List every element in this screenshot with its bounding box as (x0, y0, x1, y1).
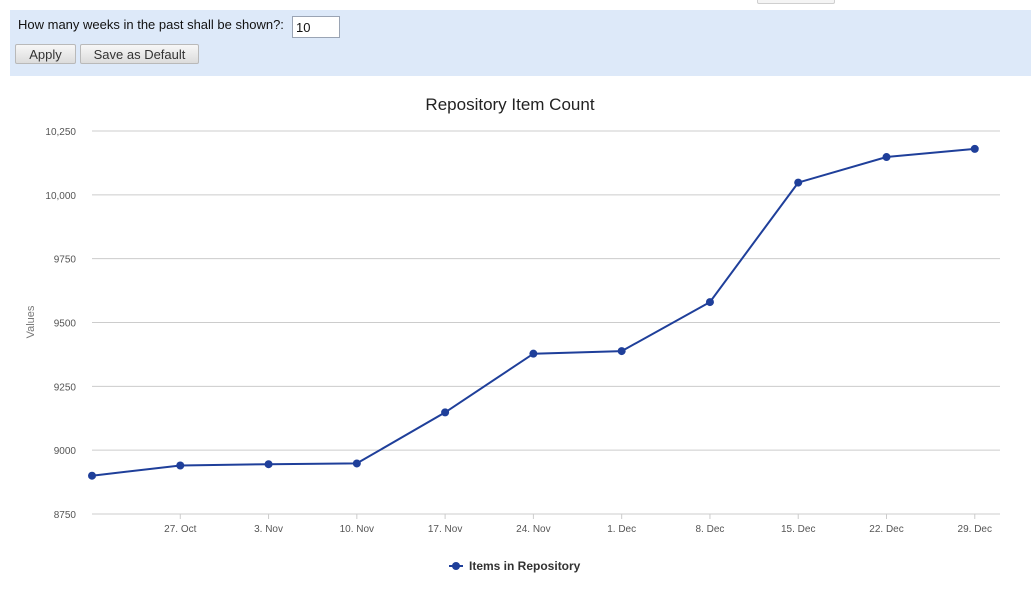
data-point[interactable] (617, 347, 626, 356)
y-tick-label: 9500 (54, 319, 77, 330)
y-tick-label: 9000 (54, 446, 77, 457)
grid (92, 130, 1000, 515)
y-axis-title: Values (25, 305, 37, 338)
x-tick-label: 15. Dec (781, 524, 815, 535)
apply-button[interactable]: Apply (15, 44, 76, 64)
data-point[interactable] (88, 471, 96, 480)
y-tick-label: 8750 (54, 510, 77, 521)
x-tick-label: 17. Nov (428, 524, 462, 535)
y-tick-label: 9750 (54, 255, 77, 266)
chart-title: Repository Item Count (425, 95, 594, 114)
y-axis-labels: 8750 9000 9250 9500 9750 10,000 10,250 (45, 127, 76, 521)
data-point[interactable] (176, 461, 185, 470)
data-point[interactable] (352, 459, 361, 468)
x-tick-label: 1. Dec (607, 524, 636, 535)
y-tick-label: 9250 (54, 382, 77, 393)
legend[interactable]: Items in Repository (449, 559, 581, 573)
data-point[interactable] (264, 460, 273, 469)
legend-marker-icon (452, 562, 460, 570)
data-point[interactable] (882, 153, 891, 162)
x-tick-label: 29. Dec (958, 524, 992, 535)
legend-label: Items in Repository (469, 559, 581, 573)
data-point[interactable] (529, 349, 538, 358)
line-chart: Repository Item Count 8750 9000 9250 9500 97… (25, 95, 1000, 573)
save-as-default-button[interactable]: Save as Default (80, 44, 199, 64)
data-point[interactable] (970, 144, 979, 153)
x-axis-labels: 27. Oct 3. Nov 10. Nov 17. Nov 24. Nov 1. Dec… (164, 514, 992, 535)
x-tick-label: 8. Dec (695, 524, 724, 535)
x-tick-label: 3. Nov (254, 524, 283, 535)
y-tick-label: 10,000 (45, 191, 76, 202)
data-point[interactable] (705, 298, 714, 307)
y-tick-label: 10,250 (45, 127, 76, 138)
top-tab (757, 0, 835, 4)
x-tick-label: 27. Oct (164, 524, 196, 535)
weeks-input[interactable] (292, 16, 340, 38)
series-line (91, 147, 975, 477)
x-tick-label: 24. Nov (516, 524, 550, 535)
x-tick-label: 22. Dec (869, 524, 903, 535)
settings-panel: How many weeks in the past shall be show… (10, 10, 1031, 76)
x-tick-label: 10. Nov (340, 524, 374, 535)
data-point[interactable] (794, 178, 803, 187)
series-group (88, 144, 979, 480)
data-point[interactable] (441, 408, 450, 417)
weeks-label: How many weeks in the past shall be show… (18, 17, 284, 32)
